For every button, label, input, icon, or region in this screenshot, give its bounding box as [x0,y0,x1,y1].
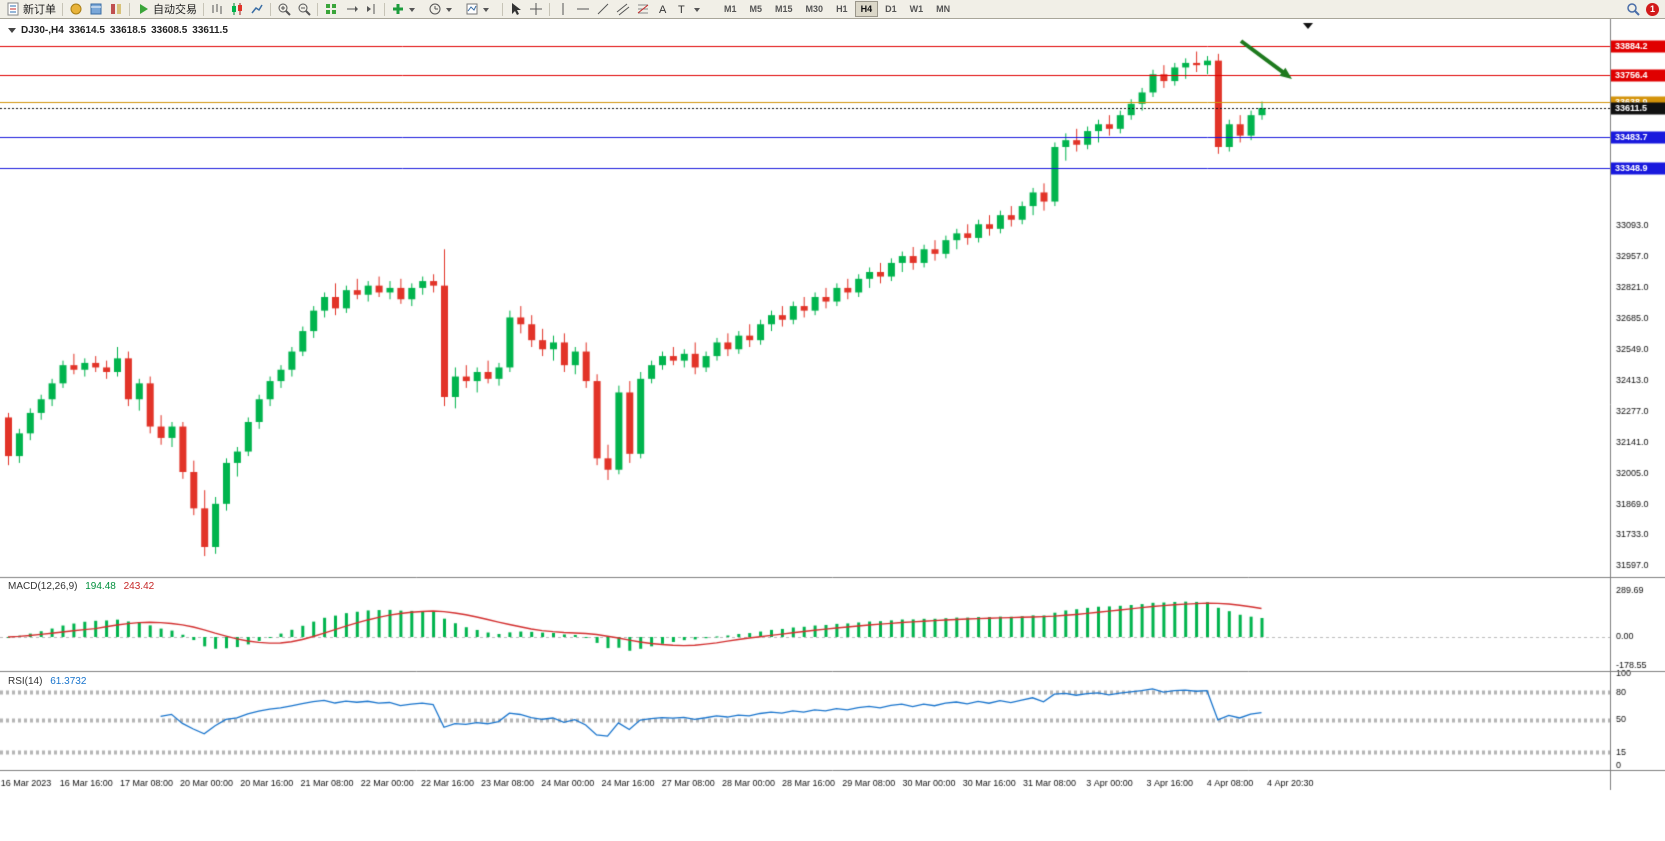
cursor-tool-button[interactable] [506,1,526,18]
timeframe-button-M15[interactable]: M15 [775,4,793,14]
chevron-down-icon [482,2,496,16]
separator [502,2,503,16]
bar-chart-icon [210,2,224,16]
macd-main-value: 194.48 [85,581,116,592]
rsi-indicator-label: RSI(14) 61.3732 [8,676,86,687]
separator [62,2,63,16]
ohlc-low: 33608.5 [151,25,188,36]
zoom-out-button[interactable] [294,1,314,18]
auto-scroll-icon [344,2,358,16]
line-chart-icon [250,2,264,16]
chevron-down-icon [445,2,459,16]
navigator-button[interactable] [106,1,126,18]
timeframe-button-D1[interactable]: D1 [885,4,897,14]
auto-trading-button[interactable]: 自动交易 [133,1,200,18]
crosshair-tool-button[interactable] [526,1,546,18]
data-window-button[interactable] [86,1,106,18]
tile-windows-button[interactable] [321,1,341,18]
trendline-tool-button[interactable] [593,1,613,18]
cursor-icon [509,2,523,16]
trendline-icon [596,2,610,16]
timeframe-button-M5[interactable]: M5 [749,4,763,14]
symbol-header: DJ30-,H4 33614.5 33618.5 33608.5 33611.5 [8,25,228,36]
vertical-line-icon [556,2,570,16]
macd-indicator-label: MACD(12,26,9) 194.48 243.42 [8,581,154,592]
timeframe-button-W1[interactable]: W1 [909,4,924,14]
zoom-in-icon [277,2,291,16]
zoom-out-icon [297,2,311,16]
notification-badge: 1 [1646,2,1659,16]
crosshair-icon [529,2,543,16]
clock-icon [428,2,442,16]
indicators-plus-icon [391,2,405,16]
separator [384,2,385,16]
templates-button[interactable] [462,1,499,18]
chart-canvas[interactable] [0,19,1665,841]
fibonacci-icon [636,2,650,16]
bar-chart-mode-button[interactable] [207,1,227,18]
svg-text:A: A [659,4,667,16]
template-icon [465,2,479,16]
timeframe-button-MN[interactable]: MN [936,4,951,14]
new-order-icon [6,2,20,16]
data-window-icon [89,2,103,16]
auto-scroll-button[interactable] [341,1,361,18]
candlestick-mode-button[interactable] [227,1,247,18]
horizontal-line-tool-button[interactable] [573,1,593,18]
tile-windows-icon [324,2,338,16]
toolbar: 新订单 自动交易 [0,0,1665,19]
arrow-tool-icon: T [676,2,690,16]
chevron-down-icon [408,2,422,16]
timeframe-group: M1 M5 M15 M30 H1 H4 D1 W1 MN [718,1,956,17]
fibonacci-tool-button[interactable] [633,1,653,18]
timeframe-button-M1[interactable]: M1 [724,4,737,14]
search-button[interactable] [1623,1,1643,18]
chart-shift-button[interactable] [361,1,381,18]
zoom-in-button[interactable] [274,1,294,18]
line-chart-mode-button[interactable] [247,1,267,18]
ohlc-close: 33611.5 [192,25,228,36]
ohlc-open: 33614.5 [68,25,105,36]
separator [549,2,550,16]
arrows-tool-button[interactable]: T [673,1,710,18]
auto-trading-icon [136,2,150,16]
candlestick-icon [230,2,244,16]
rsi-name: RSI(14) [8,676,43,687]
indicators-button[interactable] [388,1,425,18]
separator [203,2,204,16]
svg-text:T: T [678,4,685,16]
separator [317,2,318,16]
symbol-title: DJ30-,H4 [21,25,64,36]
text-icon: A [656,2,670,16]
timeframe-button-M30[interactable]: M30 [805,4,824,14]
horizontal-line-icon [576,2,590,16]
chart-area: DJ30-,H4 33614.5 33618.5 33608.5 33611.5… [0,19,1665,841]
rsi-value: 61.3732 [50,676,87,687]
chart-shift-icon [364,2,378,16]
market-watch-icon [69,2,83,16]
ohlc-high: 33618.5 [109,25,147,36]
macd-name: MACD(12,26,9) [8,581,78,592]
new-order-label: 新订单 [23,4,56,16]
notifications-button[interactable]: 1 [1643,1,1662,18]
navigator-icon [109,2,123,16]
channel-icon [616,2,630,16]
market-watch-button[interactable] [66,1,86,18]
vertical-line-tool-button[interactable] [553,1,573,18]
separator [129,2,130,16]
macd-signal-value: 243.42 [123,581,155,592]
channel-tool-button[interactable] [613,1,633,18]
separator [270,2,271,16]
periods-button[interactable] [425,1,462,18]
search-icon [1626,2,1640,16]
text-tool-button[interactable]: A [653,1,673,18]
collapse-icon[interactable] [8,28,16,33]
auto-trading-label: 自动交易 [153,4,197,16]
new-order-button[interactable]: 新订单 [3,1,59,18]
timeframe-button-H4[interactable]: H4 [854,1,879,17]
timeframe-button-H1[interactable]: H1 [836,4,848,14]
chevron-down-icon [693,2,707,16]
